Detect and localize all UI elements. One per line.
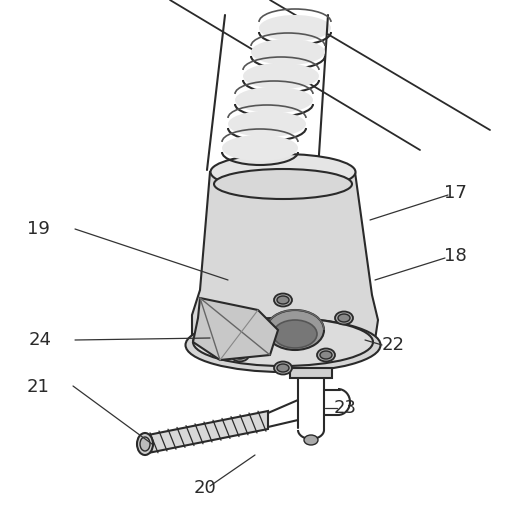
- Ellipse shape: [243, 63, 319, 89]
- Polygon shape: [193, 298, 278, 360]
- Ellipse shape: [277, 364, 289, 372]
- Polygon shape: [290, 368, 332, 378]
- Text: 24: 24: [28, 331, 51, 349]
- Ellipse shape: [228, 111, 306, 137]
- Ellipse shape: [251, 39, 325, 65]
- Ellipse shape: [274, 293, 292, 307]
- Ellipse shape: [320, 351, 332, 359]
- Ellipse shape: [214, 169, 352, 199]
- Text: 17: 17: [444, 184, 467, 202]
- Polygon shape: [148, 411, 268, 453]
- Ellipse shape: [213, 311, 231, 324]
- Ellipse shape: [222, 135, 298, 161]
- Ellipse shape: [186, 318, 381, 372]
- Ellipse shape: [273, 320, 317, 348]
- Text: 23: 23: [334, 399, 357, 417]
- Ellipse shape: [210, 154, 356, 190]
- Text: 20: 20: [194, 479, 217, 497]
- Ellipse shape: [274, 362, 292, 375]
- Ellipse shape: [317, 348, 335, 362]
- Ellipse shape: [266, 310, 324, 350]
- Ellipse shape: [335, 311, 353, 324]
- Ellipse shape: [259, 15, 331, 41]
- Polygon shape: [192, 172, 378, 355]
- Ellipse shape: [234, 351, 246, 359]
- Text: 21: 21: [27, 378, 50, 396]
- Ellipse shape: [193, 318, 373, 366]
- Text: 22: 22: [381, 336, 404, 354]
- Text: 19: 19: [27, 220, 50, 238]
- Ellipse shape: [338, 314, 350, 322]
- Ellipse shape: [140, 437, 150, 451]
- Ellipse shape: [231, 348, 249, 362]
- Ellipse shape: [304, 435, 318, 445]
- Ellipse shape: [137, 433, 153, 455]
- Ellipse shape: [235, 87, 313, 113]
- Ellipse shape: [216, 314, 228, 322]
- Text: 18: 18: [444, 247, 467, 265]
- Ellipse shape: [277, 296, 289, 304]
